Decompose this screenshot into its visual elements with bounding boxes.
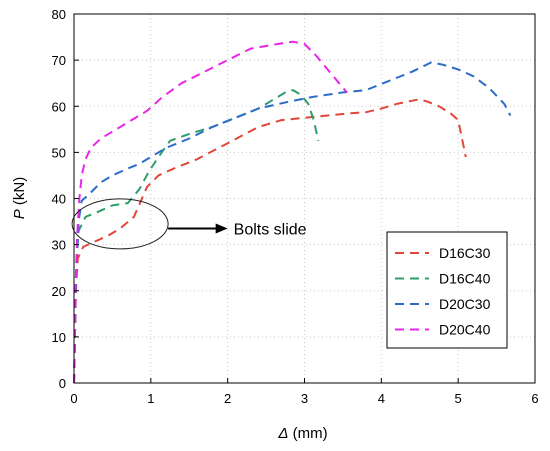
series-line-d16c30 [73,98,467,384]
series-line-d20c40 [73,40,348,384]
x-tick-label: 0 [70,391,77,406]
y-axis-symbol: P [11,209,28,219]
x-tick-label: 3 [301,391,308,406]
y-tick-label: 0 [59,376,66,391]
x-axis-unit: (mm) [288,425,327,442]
annotation: Bolts slide [71,198,307,250]
legend-label: D16C40 [439,271,491,287]
x-tick-label: 4 [378,391,385,406]
y-tick-label: 30 [52,238,66,253]
arrowhead-icon [215,223,228,234]
series-line-d16c40 [73,89,320,384]
series-line-d20c30 [73,61,512,384]
legend-label: D20C30 [439,296,491,312]
axes [73,13,536,384]
x-axis-symbol: Δ [277,425,288,442]
legend-label: D20C40 [439,322,491,338]
y-axis-unit: (kN) [11,177,28,210]
x-tick-label: 2 [224,391,231,406]
bolts-slide-ellipse [71,198,169,250]
x-tick-label: 5 [455,391,462,406]
y-tick-label: 70 [52,53,66,68]
y-tick-label: 40 [52,192,66,207]
y-tick-label: 10 [52,330,66,345]
legend-label: D16C30 [439,245,491,261]
legend-box [386,231,508,349]
y-axis-title: P (kN) [11,177,28,220]
x-axis-title: Δ (mm) [277,425,327,442]
x-tick-label: 1 [147,391,154,406]
y-tick-label: 80 [52,7,66,22]
y-tick-label: 50 [52,145,66,160]
bolts-slide-label: Bolts slide [234,221,307,238]
x-tick-label: 6 [531,391,538,406]
y-tick-label: 60 [52,99,66,114]
y-tick-label: 20 [52,284,66,299]
legend: D16C30 D16C40 D20C30 D20C40 [386,231,508,349]
